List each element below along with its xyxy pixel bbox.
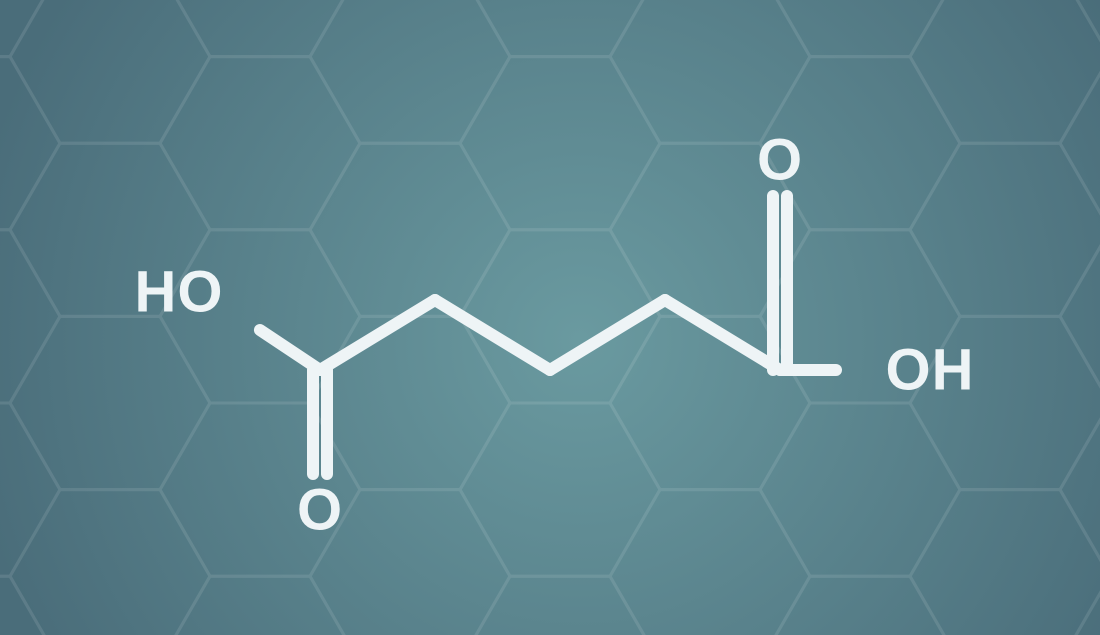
atom-label: O (297, 477, 343, 544)
bond-line (665, 300, 780, 370)
diagram-stage: O HO O OH (0, 0, 1100, 635)
bond-line (260, 330, 320, 370)
bond-line (550, 300, 665, 370)
atom-label: HO (135, 259, 224, 326)
atom-label: O (757, 127, 803, 194)
bond-line (435, 300, 550, 370)
bond-line (320, 300, 435, 370)
atom-label: OH (886, 337, 975, 404)
